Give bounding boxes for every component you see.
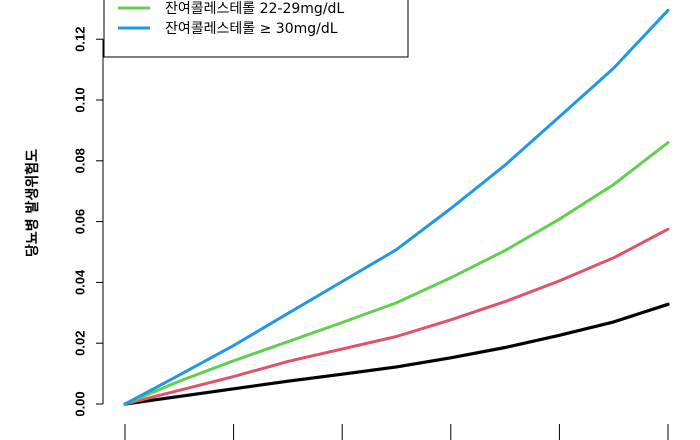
y-tick-label: 0.06: [73, 209, 88, 234]
y-tick-label: 0.10: [73, 87, 88, 112]
legend-box: [103, 0, 409, 58]
series-line: [123, 227, 670, 406]
y-tick-label: 0.00: [73, 391, 88, 416]
y-tick-label: 0.02: [73, 331, 88, 356]
series-lines: [123, 8, 670, 406]
y-tick-label: 0.12: [73, 27, 88, 52]
y-tick-label: 0.04: [73, 269, 88, 295]
x-axis: [124, 424, 669, 440]
series-line: [123, 302, 670, 406]
series-line: [123, 8, 670, 406]
y-axis: 0.00 0.02 0.04 0.06 0.08 0.10 0.12: [73, 27, 104, 417]
legend-label: 잔여콜레스테롤 ≥ 30mg/dL: [165, 21, 338, 37]
legend: 잔여콜레스테롤 22-29mg/dL 잔여콜레스테롤 ≥ 30mg/dL: [103, 0, 409, 58]
y-axis-label: 당뇨병 발생위험도: [24, 149, 41, 257]
series-line: [123, 141, 670, 406]
legend-label: 잔여콜레스테롤 22-29mg/dL: [165, 1, 344, 17]
y-tick-label: 0.08: [73, 148, 88, 173]
